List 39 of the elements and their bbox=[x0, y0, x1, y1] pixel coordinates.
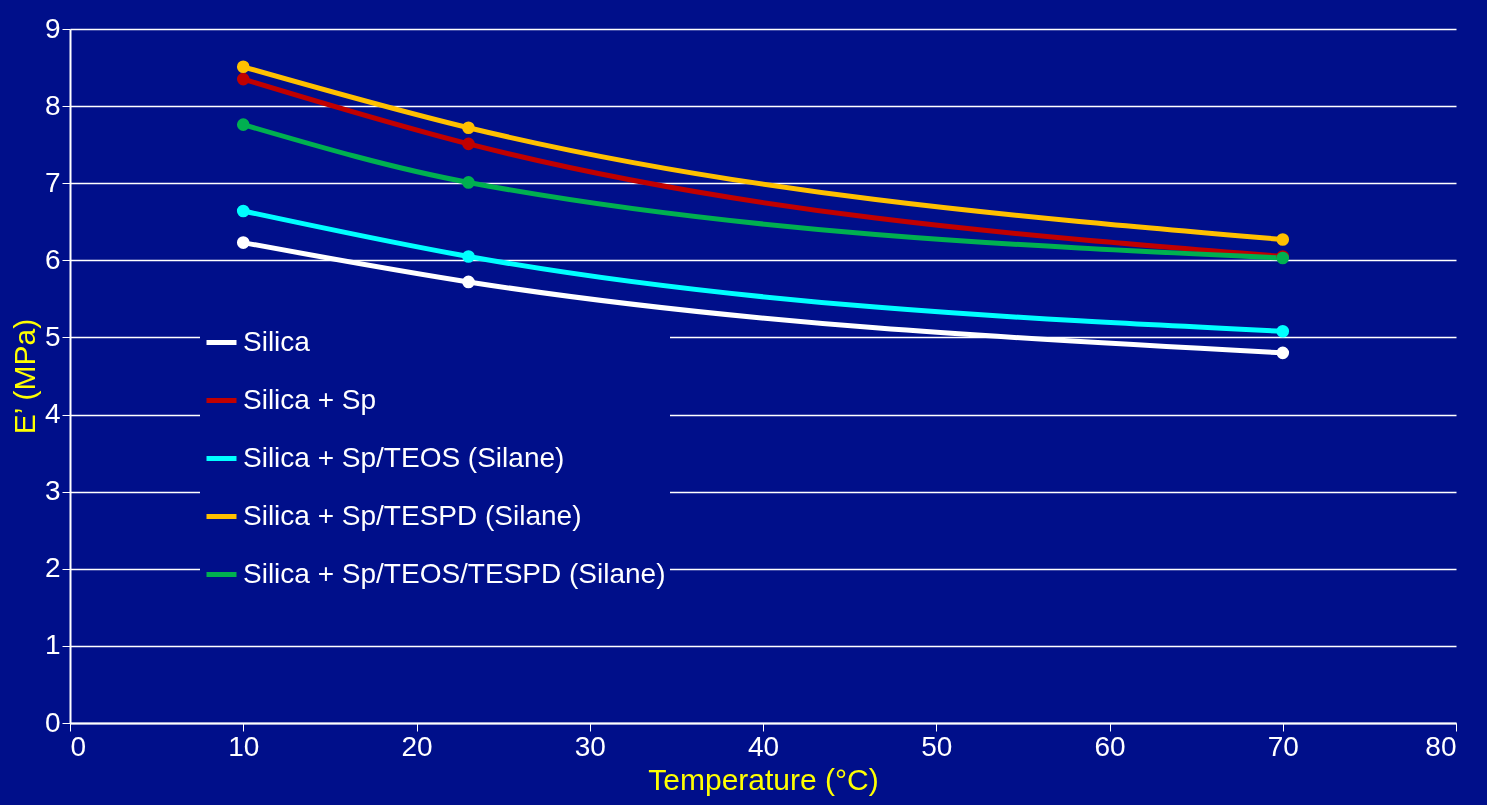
y-tick-label: 2 bbox=[44, 552, 61, 584]
y-tick-label: 4 bbox=[44, 398, 61, 430]
x-tick-label: 10 bbox=[228, 730, 260, 762]
y-tick-label: 3 bbox=[44, 475, 61, 507]
point bbox=[236, 236, 250, 249]
point bbox=[1276, 346, 1290, 360]
point bbox=[236, 118, 250, 131]
legend-label: Silica + Sp/TEOS/TESPD (Silane) bbox=[243, 557, 666, 589]
y-tick-label: 7 bbox=[44, 166, 61, 198]
y-axis-title: E’ (MPa) bbox=[7, 318, 41, 435]
point bbox=[236, 72, 250, 86]
point bbox=[462, 121, 475, 135]
point bbox=[462, 176, 475, 189]
x-tick-label: 0 bbox=[70, 730, 87, 762]
point bbox=[236, 60, 250, 74]
x-tick-label: 20 bbox=[401, 730, 433, 762]
point bbox=[462, 275, 475, 289]
legend-label: Silica + Sp bbox=[243, 383, 377, 415]
y-tick-label: 5 bbox=[44, 320, 61, 352]
y-tick-label: 6 bbox=[44, 243, 61, 275]
y-tick-label: 9 bbox=[44, 12, 61, 44]
x-axis-title: Temperature (°C) bbox=[648, 762, 879, 796]
x-tick-label: 60 bbox=[1094, 730, 1126, 762]
y-tick-label: 0 bbox=[44, 706, 61, 738]
y-tick-label: 8 bbox=[44, 89, 61, 121]
point bbox=[1276, 324, 1290, 338]
x-tick-label: 80 bbox=[1425, 730, 1457, 762]
legend-label: Silica + Sp/TEOS (Silane) bbox=[243, 441, 565, 473]
x-tick-label: 50 bbox=[921, 730, 953, 762]
legend-label: Silica bbox=[243, 325, 311, 357]
x-tick-label: 40 bbox=[747, 730, 780, 762]
legend-label: Silica + Sp/TESPD (Silane) bbox=[243, 499, 582, 531]
point bbox=[462, 137, 475, 151]
point bbox=[236, 204, 250, 218]
point bbox=[1276, 233, 1290, 246]
y-tick-label: 1 bbox=[44, 629, 61, 661]
point bbox=[462, 250, 475, 263]
x-tick-label: 70 bbox=[1267, 730, 1299, 762]
x-tick-label: 30 bbox=[574, 730, 606, 762]
